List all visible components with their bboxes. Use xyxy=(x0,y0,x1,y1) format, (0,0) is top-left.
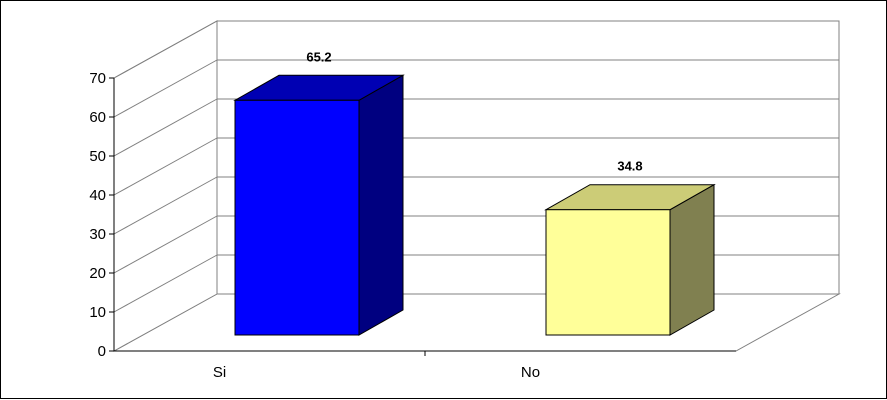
gridline-side xyxy=(113,215,218,274)
chart-walls xyxy=(112,20,841,352)
y-tick-label: 70 xyxy=(89,70,106,87)
y-tick-label: 50 xyxy=(89,148,106,165)
y-tick-label: 20 xyxy=(89,265,106,282)
bars xyxy=(233,74,716,336)
y-tick-label: 30 xyxy=(89,226,106,243)
floor xyxy=(112,293,841,352)
data-label-no: 34.8 xyxy=(617,159,642,174)
bar-front xyxy=(545,209,671,336)
gridline-side xyxy=(113,20,218,79)
y-tick-label: 60 xyxy=(89,109,106,126)
x-category-label-si: Si xyxy=(213,364,226,381)
bar-no xyxy=(544,183,716,336)
axes xyxy=(109,77,736,356)
y-tick-label: 0 xyxy=(98,343,106,360)
gridline-side xyxy=(113,137,218,196)
gridline-side xyxy=(113,59,218,118)
labels: 0 10 20 30 40 50 60 70 65.2 Si 34.8 No xyxy=(89,49,642,381)
y-tick-label: 10 xyxy=(89,304,106,321)
y-tick-label: 40 xyxy=(89,187,106,204)
data-label-si: 65.2 xyxy=(306,49,331,64)
x-category-label-no: No xyxy=(521,364,540,381)
bar-front xyxy=(234,99,360,336)
bar-side xyxy=(358,74,404,336)
gridline-side xyxy=(113,98,218,157)
bar-side xyxy=(669,183,715,336)
gridline-side xyxy=(113,176,218,235)
gridline-side xyxy=(113,254,218,313)
bar-si xyxy=(233,74,405,336)
